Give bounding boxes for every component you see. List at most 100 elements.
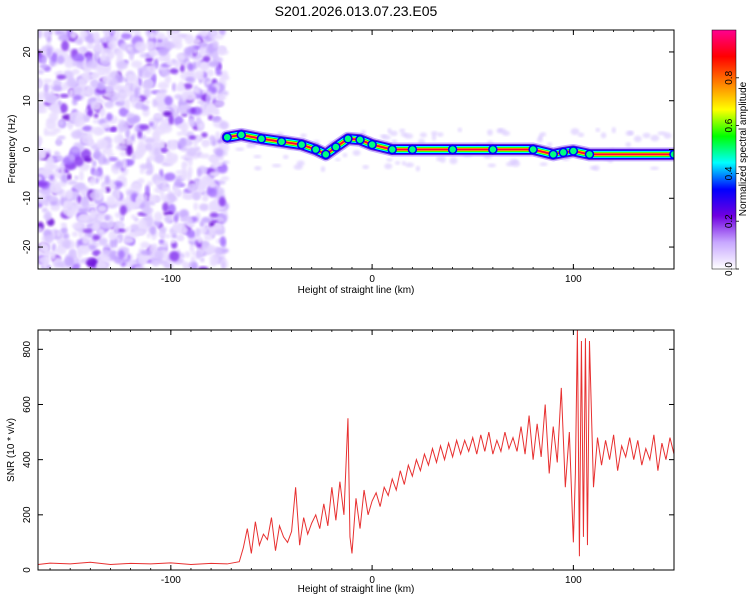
spectral-noise-blob	[73, 117, 85, 128]
spectral-noise-blob	[159, 124, 165, 130]
spectrogram-y-tick-label: -20	[22, 239, 33, 254]
snr-x-tick-label: -100	[161, 575, 181, 586]
spectral-noise-blob	[152, 132, 161, 142]
spectral-noise-blob	[207, 36, 212, 42]
spectral-noise-blob	[214, 100, 225, 108]
spectral-noise-blob	[82, 228, 93, 234]
spectral-noise-blob	[82, 125, 92, 132]
spectral-noise-blob	[117, 232, 123, 239]
spectral-noise-blob	[63, 200, 74, 209]
spectral-noise-blob	[201, 140, 214, 146]
spectral-noise-blob	[94, 36, 100, 46]
spectral-noise-blob	[157, 81, 170, 90]
spectral-noise-blob	[133, 30, 141, 38]
spectral-noise-blob	[177, 223, 182, 234]
spectral-noise-blob	[79, 170, 84, 181]
spectral-noise-blob	[186, 229, 196, 239]
spectral-ridge-point	[407, 144, 418, 155]
spectral-noise-blob	[44, 245, 49, 256]
spectral-noise-blob	[98, 237, 108, 246]
spectral-noise-blob	[164, 42, 176, 50]
spectral-noise-blob	[121, 158, 127, 170]
spectral-noise-blob	[146, 180, 153, 187]
spectral-haze-blob	[570, 128, 580, 136]
spectral-noise-blob	[148, 194, 157, 203]
spectral-ridge-point	[669, 149, 674, 160]
colorbar: 0.0 0.2 0.4 0.6 0.8 Normalized spectral ampl…	[711, 29, 749, 276]
spectral-noise-blob	[182, 170, 188, 179]
spectral-noise-blob	[96, 138, 109, 150]
spectral-haze-blob	[663, 132, 672, 139]
spectral-noise-blob	[143, 70, 151, 78]
spectral-noise-blob	[143, 87, 151, 99]
spectral-noise-blob	[168, 114, 174, 125]
spectral-noise-blob	[118, 91, 127, 97]
spectral-noise-blob	[118, 120, 129, 132]
spectral-haze-blob	[419, 132, 427, 138]
spectral-noise-blob	[104, 175, 110, 184]
spectral-noise-blob	[65, 189, 73, 201]
spectral-haze-blob	[335, 158, 341, 162]
spectral-noise-blob	[92, 119, 101, 124]
spectral-noise-blob	[126, 145, 133, 157]
spectral-noise-blob	[208, 226, 217, 237]
colorbar-tick-label: 0.4	[724, 166, 735, 180]
spectral-noise-blob	[76, 248, 83, 260]
spectral-noise-blob	[186, 147, 198, 157]
spectral-noise-blob	[164, 75, 172, 84]
spectral-noise-blob	[97, 214, 106, 222]
spectral-haze-blob	[505, 161, 514, 167]
spectral-noise-blob	[134, 102, 144, 109]
spectral-noise-blob	[187, 217, 193, 224]
spectral-noise-blob	[95, 97, 102, 103]
spectral-noise-blob	[189, 244, 195, 253]
spectral-noise-blob	[193, 202, 199, 211]
spectral-noise-blob	[145, 79, 154, 87]
spectral-noise-blob	[122, 177, 127, 188]
spectral-noise-blob	[56, 55, 65, 65]
spectral-noise-blob	[100, 221, 112, 230]
spectral-noise-blob	[208, 201, 219, 213]
spectral-noise-blob	[92, 249, 102, 257]
spectral-noise-blob	[218, 30, 226, 36]
spectral-noise-blob	[169, 250, 180, 262]
spectral-noise-blob	[214, 148, 224, 158]
spectral-noise-blob	[140, 241, 150, 249]
snr-series-line	[38, 330, 674, 565]
spectral-noise-blob	[80, 90, 90, 95]
spectral-noise-blob	[214, 247, 223, 255]
spectral-noise-blob	[207, 102, 217, 113]
spectral-noise-blob	[43, 83, 49, 94]
snr-y-tick-label: 400	[22, 451, 33, 468]
spectral-noise-blob	[137, 219, 147, 230]
spectral-noise-blob	[72, 53, 84, 63]
spectral-noise-blob	[109, 80, 115, 87]
spectral-noise-blob	[124, 98, 131, 110]
spectral-haze-blob	[387, 128, 392, 134]
spectral-haze-blob	[222, 151, 228, 156]
spectral-noise-blob	[125, 226, 131, 233]
spectral-noise-blob	[134, 87, 139, 98]
spectral-noise-blob	[183, 262, 188, 269]
spectral-noise-blob	[105, 85, 113, 94]
spectral-noise-blob	[107, 30, 116, 34]
spectral-noise-blob	[110, 184, 116, 189]
spectral-noise-blob	[163, 211, 174, 216]
spectral-noise-blob	[149, 122, 154, 127]
spectral-noise-blob	[192, 191, 201, 201]
spectral-noise-blob	[168, 139, 178, 151]
spectral-noise-blob	[93, 148, 101, 159]
spectral-noise-blob	[115, 160, 123, 168]
spectral-noise-blob	[104, 101, 114, 109]
spectral-noise-blob	[144, 142, 154, 151]
snr-x-axis-label: Height of straight line (km)	[298, 584, 415, 595]
spectral-noise-blob	[193, 88, 200, 94]
spectrogram-y-tick-label: 20	[22, 46, 33, 58]
spectral-ridge-point	[296, 139, 307, 150]
spectral-noise-blob	[152, 73, 157, 83]
spectral-noise-blob	[171, 238, 176, 244]
snr-ticks: -100 0 100 0 200 400 600 800	[22, 330, 675, 586]
spectral-noise-blob	[212, 34, 224, 40]
snr-x-tick-label: 100	[565, 575, 582, 586]
